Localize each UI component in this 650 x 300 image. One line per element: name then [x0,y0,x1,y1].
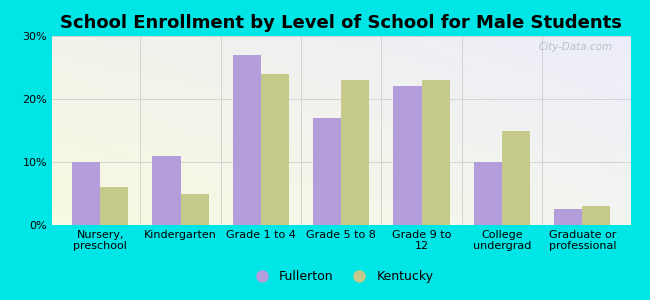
Bar [261,74,289,225]
Bar [582,206,610,225]
Bar [341,80,369,225]
Bar [233,55,261,225]
Bar [422,80,450,225]
Bar [72,162,100,225]
Bar [554,209,582,225]
Text: City-Data.com: City-Data.com [539,42,613,52]
Bar [313,118,341,225]
Legend: Fullerton, Kentucky: Fullerton, Kentucky [244,265,438,288]
Bar [153,156,181,225]
Bar [393,86,422,225]
Bar [502,130,530,225]
Bar [100,187,128,225]
Bar [474,162,502,225]
Bar [181,194,209,225]
Title: School Enrollment by Level of School for Male Students: School Enrollment by Level of School for… [60,14,622,32]
